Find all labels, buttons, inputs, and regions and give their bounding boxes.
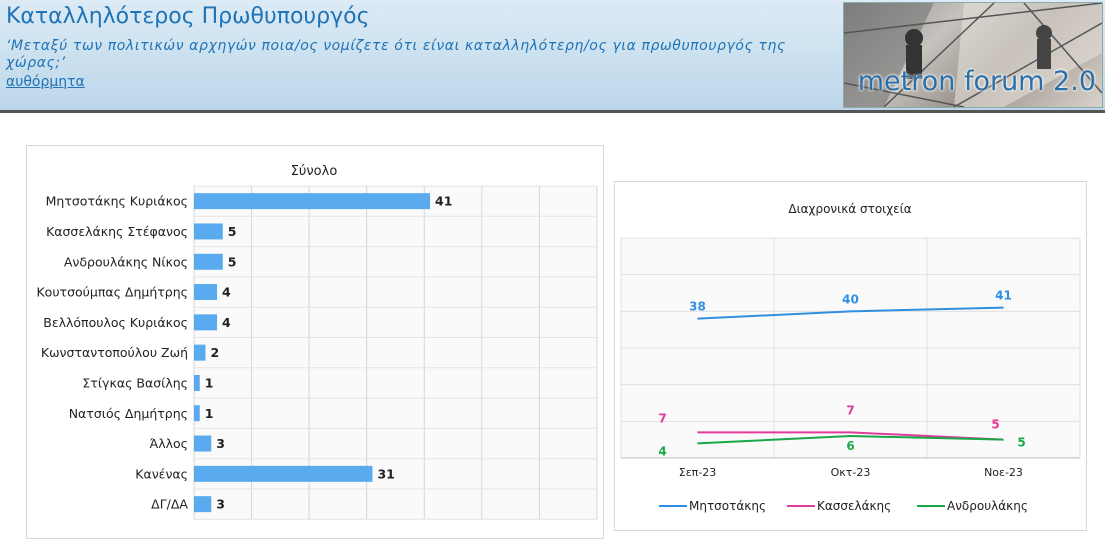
bar-chart-title: Σύνολο	[291, 164, 338, 179]
bar-value-label: 5	[228, 254, 237, 269]
series-point-label: 40	[842, 292, 859, 306]
series-line-2	[697, 434, 1004, 445]
logo-text: metron forum 2.0	[857, 66, 1096, 97]
series-point-label: 7	[658, 411, 666, 425]
category-label: Νατσιός Δημήτρης	[69, 406, 188, 421]
line-chart-panel: Διαχρονικά στοιχεία Σεπ-23 Οκτ-23 Νοε-23 38 4…	[614, 181, 1087, 531]
series-point-label: 4	[658, 444, 666, 458]
bar-value-label: 1	[205, 375, 214, 390]
series-point-label: 38	[689, 300, 706, 314]
series-point-label: 7	[846, 403, 854, 417]
legend-label: Ανδρουλάκης	[947, 499, 1028, 513]
category-label: Κουτσούμπας Δημήτρης	[36, 285, 188, 300]
category-label: Στίγκας Βασίλης	[82, 375, 188, 390]
bar	[194, 435, 212, 452]
series-point-label: 5	[991, 418, 999, 432]
category-label: Κανένας	[135, 466, 188, 481]
bar	[194, 314, 218, 331]
category-label: Βελλόπουλος Κυριάκος	[43, 315, 188, 330]
category-label: Κωνσταντοπούλου Ζωή	[41, 345, 188, 360]
x-tick-label: Σεπ-23	[679, 466, 717, 479]
series-point-label: 5	[1017, 436, 1025, 450]
series-line-0	[697, 306, 1004, 320]
category-label: Ανδρουλάκης Νίκος	[64, 254, 188, 269]
bar	[194, 405, 200, 422]
metron-forum-logo: metron forum 2.0	[843, 2, 1103, 108]
category-label: ΔΓ/ΔΑ	[151, 497, 188, 512]
bar-value-label: 31	[377, 466, 394, 481]
category-label: Άλλος	[150, 436, 188, 451]
bar-plot-area	[194, 186, 597, 520]
survey-question: ‘Μεταξύ των πολιτικών αρχηγών ποια/ος νο…	[6, 38, 786, 71]
bar-value-label: 41	[435, 194, 452, 209]
bar	[194, 465, 373, 482]
category-label: Μητσοτάκης Κυριάκος	[46, 194, 188, 209]
bar-value-label: 4	[222, 285, 231, 300]
bar-value-label: 3	[216, 497, 225, 512]
bar	[194, 253, 223, 270]
bar	[194, 284, 218, 301]
x-tick-label: Νοε-23	[984, 466, 1023, 479]
bar-value-label: 1	[205, 406, 214, 421]
x-tick-label: Οκτ-23	[831, 466, 871, 479]
page-header: Καταλληλότερος Πρωθυπουργός ‘Μεταξύ των …	[0, 0, 1105, 113]
legend-label: Μητσοτάκης	[689, 499, 766, 513]
bar-value-label: 4	[222, 315, 231, 330]
line-chart-title: Διαχρονικά στοιχεία	[788, 202, 911, 216]
line-chart: Διαχρονικά στοιχεία Σεπ-23 Οκτ-23 Νοε-23 38 4…	[620, 202, 1081, 513]
bar	[194, 496, 212, 513]
category-label: Κασσελάκης Στέφανος	[46, 224, 188, 239]
series-point-label: 41	[995, 289, 1012, 303]
logo-graphic	[844, 3, 1102, 107]
bar-value-label: 5	[228, 224, 237, 239]
spontaneous-note: αυθόρμητα	[6, 74, 85, 90]
bar	[194, 374, 200, 391]
bar	[194, 193, 431, 210]
page-title: Καταλληλότερος Πρωθυπουργός	[6, 4, 370, 29]
bar-chart-panel: Σύνολο Μητσοτάκης Κυριάκος 41 Κασσελάκης Στ…	[26, 145, 604, 539]
series-point-label: 6	[846, 439, 854, 453]
bar	[194, 344, 206, 361]
series-line-1	[697, 431, 1004, 441]
bar	[194, 223, 223, 240]
legend-label: Κασσελάκης	[817, 499, 891, 513]
bar-value-label: 3	[216, 436, 225, 451]
bar-value-label: 2	[211, 345, 220, 360]
